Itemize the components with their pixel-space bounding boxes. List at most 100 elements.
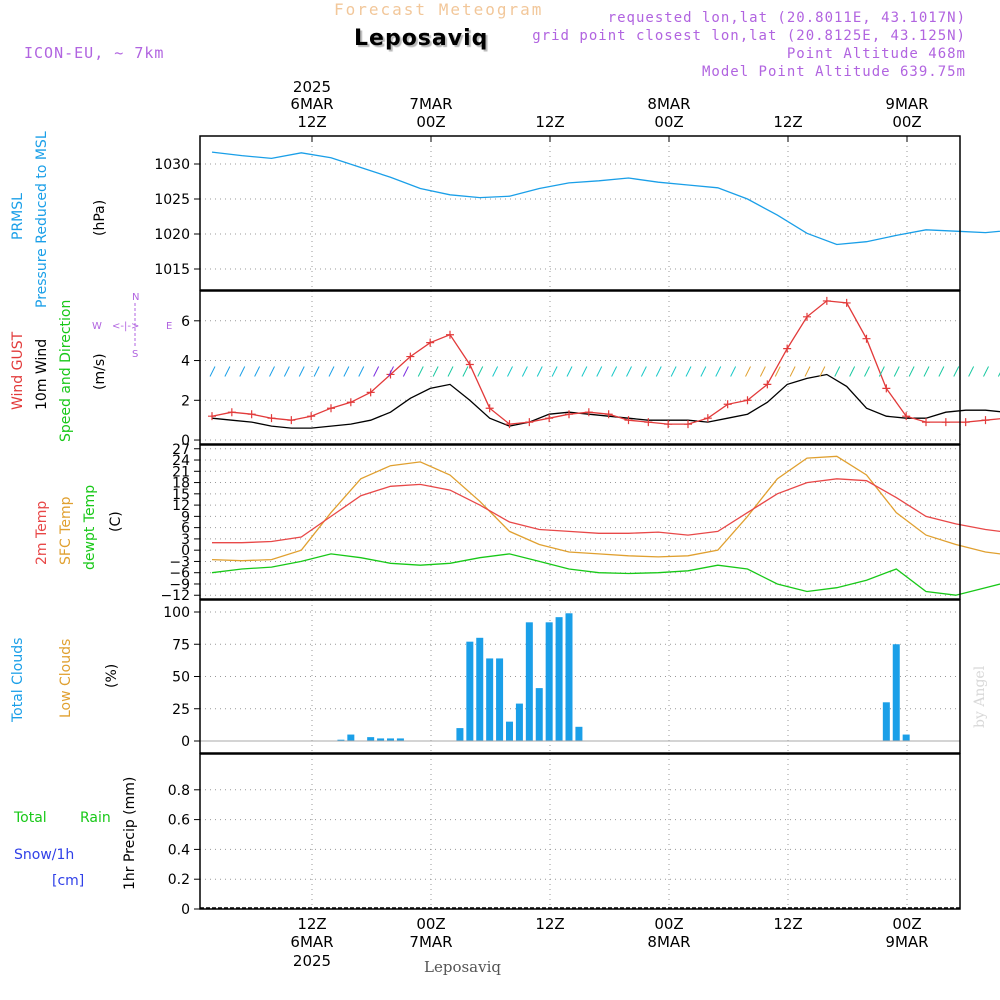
temp2m-line bbox=[212, 478, 1000, 544]
top-axis-label: 12Z bbox=[773, 113, 802, 131]
top-axis-label: 00Z bbox=[416, 113, 445, 131]
wind-arrow bbox=[611, 366, 618, 377]
bottom-axis-label: 00Z bbox=[892, 915, 921, 933]
gust-marker bbox=[525, 418, 534, 427]
wind-arrow bbox=[849, 366, 856, 377]
wind-arrow bbox=[239, 366, 246, 377]
wind-arrow bbox=[685, 366, 692, 377]
gust-marker bbox=[485, 404, 494, 413]
rain-label-b: Rain bbox=[80, 810, 111, 826]
cloud-bar bbox=[565, 613, 573, 741]
top-axis-label: 12Z bbox=[535, 113, 564, 131]
gust-marker bbox=[703, 414, 712, 423]
compass-e: E bbox=[166, 321, 172, 332]
wind-arrow bbox=[878, 366, 885, 377]
panel-frame-4 bbox=[199, 753, 961, 910]
gust-marker bbox=[446, 330, 454, 339]
gust-marker bbox=[902, 412, 911, 421]
ytick-label-clouds: 75 bbox=[172, 637, 190, 653]
gust-marker bbox=[644, 418, 653, 427]
wind-arrow bbox=[447, 366, 454, 377]
gust-marker bbox=[208, 412, 216, 421]
gust-marker bbox=[941, 418, 950, 427]
wind-arrow bbox=[774, 366, 781, 377]
cloud-bar bbox=[377, 738, 385, 741]
ytick-label-precip: 0.8 bbox=[168, 783, 190, 799]
grid-point-coords: grid point closest lon,lat (20.8125E, 43… bbox=[532, 28, 966, 44]
wind-arrow bbox=[402, 366, 409, 377]
ytick-label-clouds: 50 bbox=[172, 670, 190, 686]
cloud-bar bbox=[515, 703, 523, 741]
gust-marker bbox=[465, 360, 474, 369]
wind-arrow bbox=[819, 366, 826, 377]
gust-marker bbox=[922, 418, 930, 427]
wind-arrow bbox=[313, 366, 320, 377]
wind-arrow bbox=[596, 366, 603, 377]
gust-marker bbox=[684, 420, 692, 429]
bottom-axis-label: 2025 bbox=[293, 952, 331, 970]
sfc-temp-line bbox=[211, 455, 1000, 562]
gust-marker bbox=[624, 416, 633, 425]
top-axis-label: 6MAR bbox=[290, 95, 333, 113]
gust-marker bbox=[346, 398, 355, 407]
ytick-label-temp: 24 bbox=[172, 453, 190, 469]
ytick-label-temp: 0 bbox=[181, 543, 190, 559]
gust-marker bbox=[584, 408, 593, 417]
cloud-bar bbox=[525, 622, 533, 741]
ytick-label-pressure: 1020 bbox=[154, 227, 190, 243]
cloud-bar bbox=[367, 737, 375, 741]
panel-frame-1 bbox=[199, 290, 961, 445]
bottom-axis-label: 12Z bbox=[773, 915, 802, 933]
wind-arrow bbox=[789, 366, 796, 377]
wind-arrow bbox=[432, 366, 439, 377]
cloud-bar bbox=[456, 728, 464, 741]
gust-marker bbox=[307, 412, 316, 421]
wind-arrow bbox=[283, 366, 290, 377]
gust-marker bbox=[723, 400, 732, 409]
gust-marker bbox=[664, 420, 673, 429]
cloud-bar bbox=[466, 641, 474, 741]
gust-marker bbox=[426, 338, 435, 347]
wind-arrow bbox=[462, 366, 469, 377]
ytick-label-temp: 21 bbox=[172, 464, 190, 480]
compass-w: W bbox=[92, 321, 102, 332]
tick-labels: 10151020102510300246−12−9−6−303691215182… bbox=[154, 157, 200, 918]
snow-units: [cm] bbox=[52, 873, 85, 889]
snow-label: Snow/1h bbox=[14, 847, 75, 863]
wind-arrow bbox=[759, 366, 766, 377]
cloud-bar bbox=[337, 739, 345, 741]
gust-line bbox=[211, 300, 1000, 425]
gust-marker bbox=[366, 388, 375, 397]
ytick-label-wind: 6 bbox=[181, 314, 190, 330]
compass-icon: W <-|-> E N S bbox=[92, 292, 182, 362]
cloud-bar bbox=[902, 734, 910, 741]
wind-arrow bbox=[983, 366, 989, 377]
cloud-bar bbox=[882, 702, 890, 741]
cloud-bar bbox=[892, 644, 900, 741]
wind-arrow bbox=[581, 366, 588, 377]
wind-arrow bbox=[536, 366, 543, 377]
wind-arrow bbox=[997, 372, 1000, 377]
top-axis-label: 8MAR bbox=[647, 95, 690, 113]
ytick-label-wind: 0 bbox=[181, 433, 190, 449]
wind-arrow bbox=[254, 366, 261, 377]
cloud-bar bbox=[555, 617, 563, 741]
wind-arrow bbox=[745, 366, 751, 377]
requested-coords: requested lon,lat (20.8011E, 43.1017N) bbox=[607, 10, 966, 26]
wind-arrow bbox=[968, 366, 975, 377]
wind-arrow bbox=[834, 366, 841, 377]
cloud-bar bbox=[535, 688, 543, 741]
gust-marker bbox=[505, 420, 514, 429]
ytick-label-temp: −9 bbox=[169, 577, 190, 593]
ytick-label-temp: −12 bbox=[160, 588, 190, 604]
wind-arrow bbox=[269, 366, 275, 377]
gust-marker bbox=[862, 334, 871, 343]
rain-label-a: Total bbox=[14, 810, 47, 826]
ytick-label-pressure: 1015 bbox=[154, 262, 190, 278]
wind-arrow bbox=[358, 366, 365, 377]
gust-marker bbox=[981, 416, 990, 425]
gust-marker bbox=[822, 296, 831, 305]
gust-marker bbox=[545, 414, 554, 423]
cloud-bar bbox=[506, 721, 513, 741]
wind-arrow bbox=[700, 366, 707, 377]
